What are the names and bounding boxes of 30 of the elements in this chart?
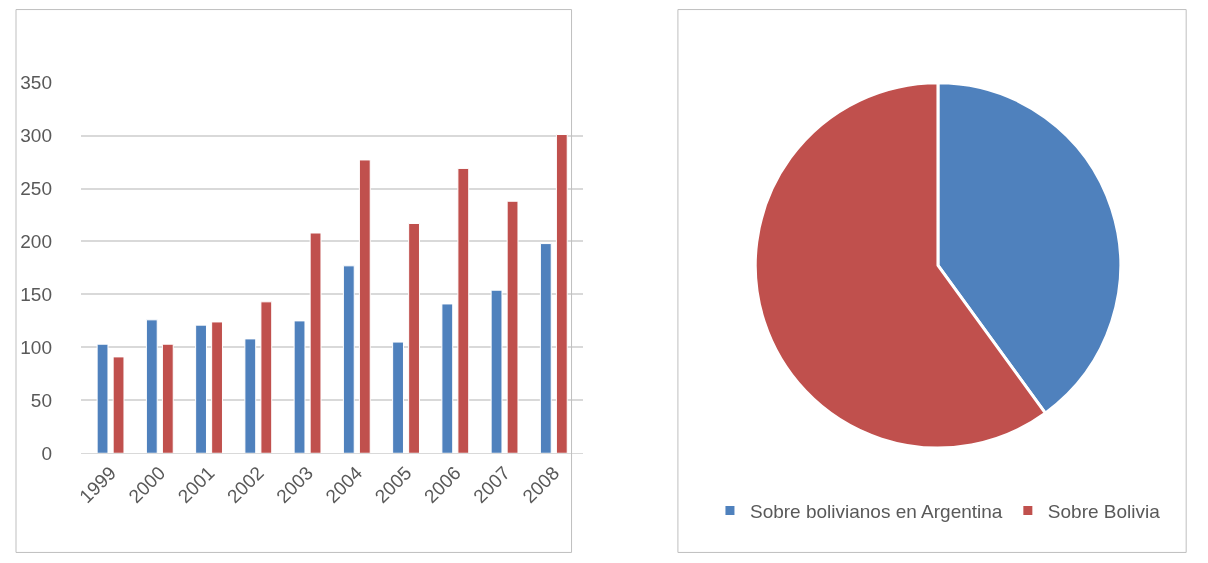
bar [244,338,257,454]
bar [161,343,174,454]
y-tick-label: 350 [20,72,53,94]
bar [392,341,404,454]
y-tick-label: 0 [41,442,53,464]
bar [408,222,420,454]
bar [441,303,454,454]
bar [506,200,519,454]
y-tick-label: 100 [20,337,53,359]
bar [457,167,470,454]
y-tick-label: 300 [20,125,53,147]
bar [211,321,223,454]
y-tick-label: 200 [20,231,53,253]
y-tick-label: 250 [20,178,53,200]
bar [112,356,125,454]
bar [358,159,371,454]
bar [260,301,273,454]
bar [555,134,568,454]
y-tick-label: 150 [20,284,53,306]
legend-label: Sobre bolivianos en Argentina [749,500,1003,522]
bar [293,320,306,454]
y-tick-label: 50 [30,389,53,411]
bar [96,343,109,454]
bar [490,289,503,454]
bar [309,232,322,454]
bar [342,265,355,454]
bar [145,319,158,454]
legend-label: Sobre Bolivia [1047,500,1161,522]
bar [539,243,552,454]
bar [195,324,207,454]
